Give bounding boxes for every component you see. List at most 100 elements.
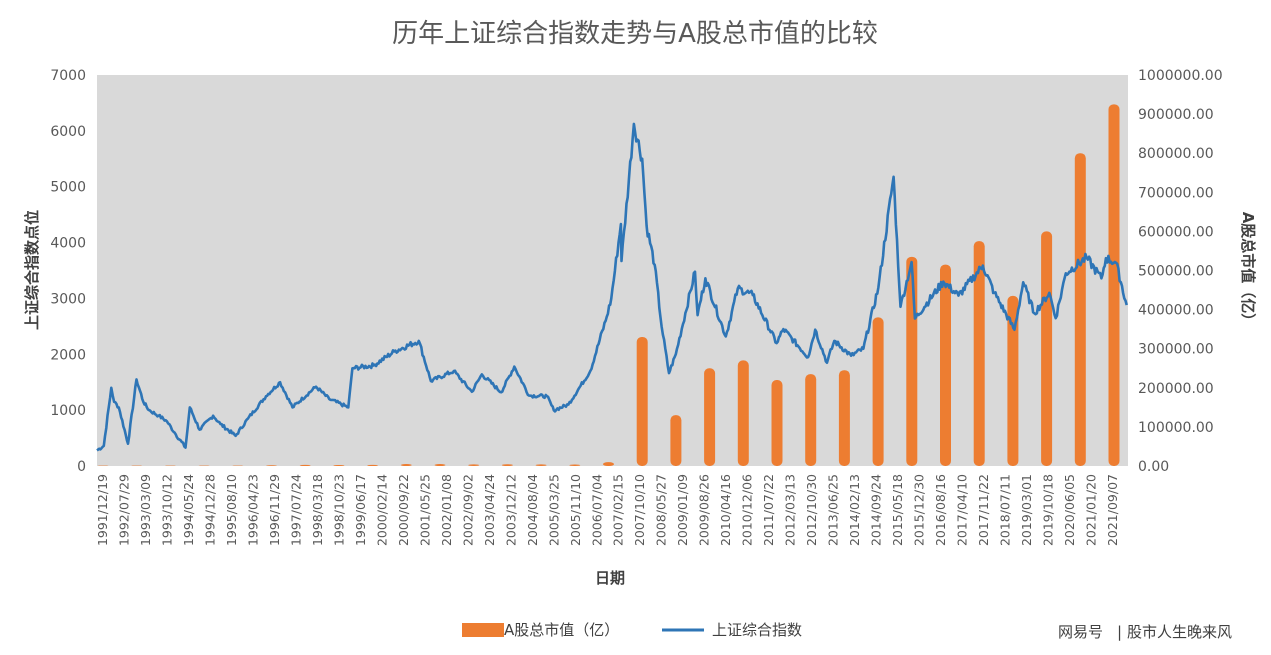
x-tick-label: 2008/05/27 [654, 474, 669, 546]
legend-label-market-cap: A股总市值（亿） [504, 621, 619, 639]
y-left-tick-label: 1000 [50, 403, 86, 419]
x-tick-label: 2010/04/16 [718, 474, 733, 546]
market-cap-bar [772, 380, 783, 466]
x-tick-label: 1997/07/24 [288, 474, 303, 546]
x-tick-label: 2006/07/04 [589, 474, 604, 546]
x-tick-label: 1993/03/09 [138, 474, 153, 546]
market-cap-bar [468, 464, 479, 466]
market-cap-bar [906, 257, 917, 466]
x-tick-label: 2013/06/25 [826, 474, 841, 546]
x-tick-label: 2014/09/24 [869, 474, 884, 546]
x-tick-label: 2009/01/09 [675, 474, 690, 546]
y-left-tick-label: 6000 [50, 124, 86, 140]
x-tick-label: 2000/02/14 [374, 474, 389, 546]
market-cap-bar [637, 337, 648, 466]
y-right-tick-label: 900000.00 [1138, 107, 1214, 123]
x-tick-label: 2002/01/08 [439, 474, 454, 546]
market-cap-bar [1041, 231, 1052, 466]
y-right-tick-label: 100000.00 [1138, 420, 1214, 436]
x-tick-label: 2004/08/04 [525, 474, 540, 546]
legend-swatch-market-cap [462, 623, 504, 637]
y-right-tick-label: 0.00 [1138, 459, 1169, 475]
market-cap-bar [940, 265, 951, 466]
market-cap-bar [401, 464, 412, 466]
market-cap-bar [738, 360, 749, 466]
x-tick-label: 2005/03/25 [546, 474, 561, 546]
legend-label-index: 上证综合指数 [712, 621, 802, 639]
x-tick-label: 2015/12/30 [912, 474, 927, 546]
y-right-tick-label: 700000.00 [1138, 185, 1214, 201]
x-tick-label: 2020/06/05 [1062, 474, 1077, 546]
y-left-tick-label: 7000 [50, 68, 86, 84]
x-tick-label: 1996/04/23 [245, 474, 260, 546]
x-tick-label: 1994/05/24 [181, 474, 196, 546]
x-tick-label: 1994/12/28 [202, 474, 217, 546]
x-tick-label: 2019/10/18 [1041, 474, 1056, 546]
market-cap-bar [536, 464, 547, 466]
market-cap-bar [704, 368, 715, 466]
x-axis-title: 日期 [595, 569, 625, 587]
market-cap-bar [670, 415, 681, 466]
chart-title: 历年上证综合指数走势与A股总市值的比较 [392, 19, 878, 49]
x-tick-label: 2003/04/24 [482, 474, 497, 546]
x-tick-label: 1999/06/17 [353, 474, 368, 546]
watermark-author: 股市人生晚来风 [1127, 623, 1232, 641]
x-tick-label: 2009/08/26 [697, 474, 712, 546]
x-tick-label: 1992/07/29 [117, 474, 132, 546]
market-cap-bar [367, 465, 378, 466]
market-cap-bar [266, 465, 277, 466]
market-cap-bar [333, 465, 344, 466]
x-tick-label: 2017/11/22 [976, 474, 991, 546]
watermark-source: 网易号 [1058, 623, 1103, 641]
market-cap-bar [603, 462, 614, 466]
x-tick-label: 1991/12/19 [95, 474, 110, 546]
y-right-tick-label: 300000.00 [1138, 342, 1214, 358]
y-right-tick-label: 600000.00 [1138, 224, 1214, 240]
x-tick-label: 1998/03/18 [310, 474, 325, 546]
plot-area [97, 75, 1128, 466]
y-right-tick-label: 400000.00 [1138, 303, 1214, 319]
y-right-tick-label: 500000.00 [1138, 264, 1214, 280]
market-cap-bar [839, 370, 850, 466]
x-tick-label: 2010/12/06 [740, 474, 755, 546]
market-cap-bar [435, 464, 446, 466]
x-tick-label: 2011/07/22 [761, 474, 776, 546]
y-right-tick-label: 800000.00 [1138, 146, 1214, 162]
x-tick-label: 2017/04/10 [955, 474, 970, 546]
market-cap-bar [300, 465, 311, 466]
watermark: 网易号 | 股市人生晚来风 [1058, 623, 1232, 641]
market-cap-bar [569, 465, 580, 466]
right-axis-ticks: 0.00 100000.00 200000.00 300000.00 400000.00… [1138, 68, 1223, 475]
x-tick-label: 2012/03/13 [783, 474, 798, 546]
x-tick-label: 2014/02/13 [847, 474, 862, 546]
x-axis-ticks: 1991/12/19 1992/07/29 1993/03/09 1993/10/12… [95, 474, 1120, 546]
y-left-tick-label: 2000 [50, 347, 86, 363]
x-tick-label: 2000/09/22 [396, 474, 411, 546]
y-axis-right-title: A股总市值（亿） [1239, 212, 1257, 329]
y-right-tick-label: 1000000.00 [1138, 68, 1223, 84]
market-cap-bar [502, 464, 513, 466]
x-tick-label: 2002/09/02 [460, 474, 475, 546]
x-tick-label: 1995/08/10 [224, 474, 239, 546]
market-cap-bar [805, 374, 816, 466]
x-tick-label: 1993/10/12 [160, 474, 175, 546]
watermark-separator: | [1117, 623, 1122, 641]
x-tick-label: 2001/05/25 [417, 474, 432, 546]
market-cap-bar [1075, 153, 1086, 466]
x-tick-label: 2019/03/01 [1019, 474, 1034, 546]
x-tick-label: 2007/10/10 [632, 474, 647, 546]
y-right-tick-label: 200000.00 [1138, 381, 1214, 397]
x-tick-label: 2012/10/30 [804, 474, 819, 546]
y-left-tick-label: 0 [77, 459, 86, 475]
x-tick-label: 1998/10/23 [331, 474, 346, 546]
x-tick-label: 2016/08/16 [933, 474, 948, 546]
y-left-tick-label: 5000 [50, 180, 86, 196]
market-cap-bar [873, 317, 884, 466]
x-tick-label: 2015/05/18 [890, 474, 905, 546]
y-left-tick-label: 4000 [50, 236, 86, 252]
market-cap-bar [1109, 104, 1120, 466]
x-tick-label: 1996/11/29 [267, 474, 282, 546]
